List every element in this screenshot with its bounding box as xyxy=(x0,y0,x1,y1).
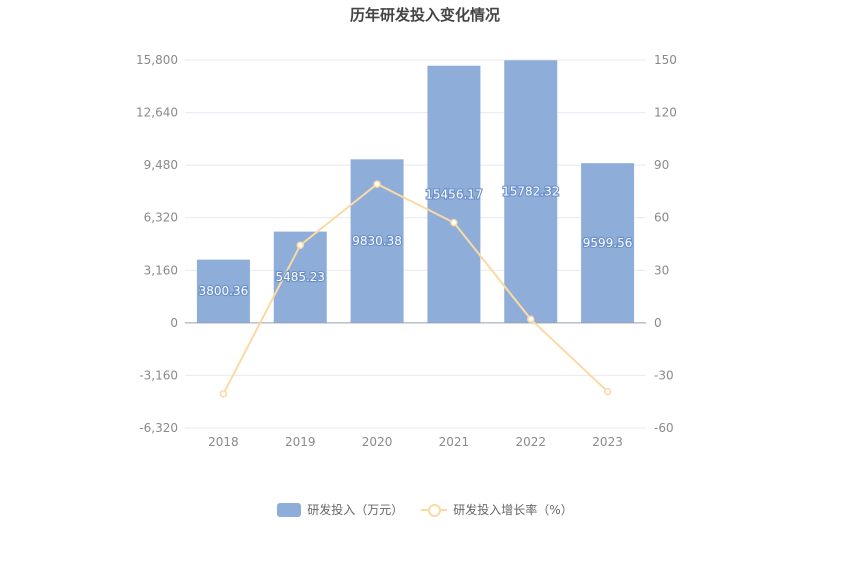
bar-value-label: 3800.36 xyxy=(199,284,249,298)
y-left-tick-label: 15,800 xyxy=(136,53,178,67)
x-tick-label: 2023 xyxy=(592,435,623,449)
bar xyxy=(581,163,635,323)
x-tick-label: 2018 xyxy=(208,435,239,449)
y-left-tick-label: 9,480 xyxy=(144,158,178,172)
y-right-tick-label: 0 xyxy=(654,316,662,330)
y-right-tick-label: 90 xyxy=(654,158,669,172)
bar-value-label: 15782.32 xyxy=(502,185,559,199)
x-tick-label: 2022 xyxy=(515,435,546,449)
y-right-tick-label: 120 xyxy=(654,106,677,120)
growth-rate-line xyxy=(222,182,609,395)
growth-rate-point xyxy=(296,241,304,249)
x-tick-label: 2020 xyxy=(362,435,393,449)
legend-label-growth-rate: 研发投入增长率（%） xyxy=(453,503,573,517)
chart-title: 历年研发投入变化情况 xyxy=(349,6,500,24)
bar xyxy=(504,60,558,323)
legend-swatch-bar xyxy=(277,502,302,517)
growth-rate-point xyxy=(527,315,535,323)
y-left-tick-label: -3,160 xyxy=(139,368,178,382)
y-left-tick-label: 6,320 xyxy=(144,211,178,225)
bar xyxy=(427,65,481,323)
y-right-tick-label: 150 xyxy=(654,53,677,67)
bar xyxy=(196,259,250,323)
y-right-tick-label: 60 xyxy=(654,211,669,225)
y-left-tick-label: 3,160 xyxy=(144,263,178,277)
legend: 研发投入（万元） 研发投入增长率（%） xyxy=(0,501,850,518)
bar-value-label: 9830.38 xyxy=(352,234,402,248)
y-left-tick-label: -6,320 xyxy=(139,421,178,435)
bar-value-label: 9599.56 xyxy=(583,236,633,250)
legend-label-rd-investment: 研发投入（万元） xyxy=(307,503,404,517)
x-tick-label: 2019 xyxy=(285,435,316,449)
y-right-tick-label: 30 xyxy=(654,263,669,277)
x-tick-label: 2021 xyxy=(439,435,470,449)
growth-rate-point xyxy=(219,390,228,398)
legend-item-rd-investment[interactable]: 研发投入（万元） xyxy=(277,501,403,518)
growth-rate-point xyxy=(373,180,381,188)
y-right-tick-label: -60 xyxy=(654,421,674,435)
legend-item-growth-rate[interactable]: 研发投入增长率（%） xyxy=(421,501,573,518)
bar-value-label: 15456.17 xyxy=(425,187,482,201)
growth-rate-point xyxy=(603,387,612,396)
y-left-tick-label: 0 xyxy=(170,316,178,330)
bar-value-label: 5485.23 xyxy=(275,270,325,284)
y-right-tick-label: -30 xyxy=(654,368,674,382)
legend-swatch-line xyxy=(421,503,448,517)
growth-rate-point xyxy=(450,218,458,227)
y-left-tick-label: 12,640 xyxy=(136,106,178,120)
